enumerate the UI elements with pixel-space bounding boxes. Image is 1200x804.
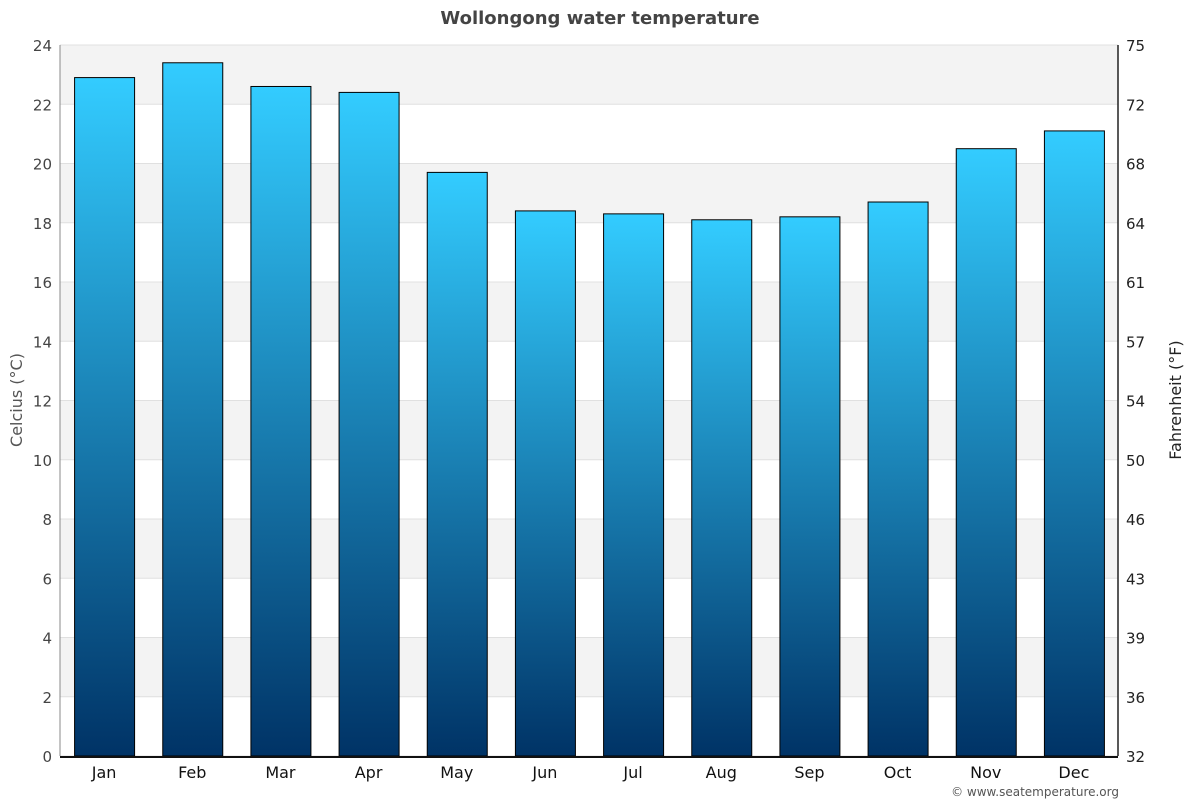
- grid-band: [60, 637, 1118, 697]
- y-tick-label-left: 0: [42, 748, 52, 766]
- y-tick-label-right: 75: [1126, 37, 1145, 55]
- y-tick-label-left: 10: [33, 452, 52, 470]
- bar-jun: [514, 210, 576, 757]
- x-tick-label: Jul: [622, 763, 642, 782]
- x-tick-label: Oct: [884, 763, 912, 782]
- y-tick-label-left: 22: [33, 96, 52, 114]
- x-tick-label: Mar: [265, 763, 296, 782]
- credit-text[interactable]: © www.seatemperature.org: [951, 785, 1119, 799]
- y-tick-label-left: 14: [33, 333, 52, 351]
- y-tick-label-right: 32: [1126, 748, 1145, 766]
- y-tick-label-right: 57: [1126, 333, 1145, 351]
- x-tick-label: Apr: [355, 763, 383, 782]
- y-tick-label-right: 50: [1126, 452, 1145, 470]
- bar-nov: [955, 148, 1017, 757]
- x-tick-label: Aug: [706, 763, 737, 782]
- bar-apr: [338, 91, 400, 757]
- y-tick-label-left: 12: [33, 393, 52, 411]
- grid-band: [60, 282, 1118, 342]
- y-tick-label-right: 46: [1126, 511, 1145, 529]
- chart-title: Wollongong water temperature: [440, 8, 759, 29]
- y-tick-label-left: 20: [33, 156, 52, 174]
- y-tick-label-left: 24: [33, 37, 52, 55]
- grid-band: [60, 163, 1118, 223]
- x-tick-label: Dec: [1058, 763, 1089, 782]
- y-tick-label-left: 6: [42, 570, 52, 588]
- x-tick-label: Jun: [531, 763, 557, 782]
- y-axis-label-left: Celcius (°C): [7, 353, 26, 447]
- y-tick-label-left: 8: [42, 511, 52, 529]
- bar-dec: [1043, 130, 1105, 757]
- x-tick-label: Feb: [178, 763, 206, 782]
- x-tick-label: Nov: [970, 763, 1001, 782]
- y-tick-label-left: 2: [42, 689, 52, 707]
- y-tick-label-right: 43: [1126, 570, 1145, 588]
- y-tick-label-right: 54: [1126, 393, 1145, 411]
- y-tick-label-right: 68: [1126, 156, 1145, 174]
- grid-band: [60, 519, 1118, 579]
- y-tick-label-right: 72: [1126, 96, 1145, 114]
- bar-jan: [74, 77, 136, 757]
- y-tick-label-right: 61: [1126, 274, 1145, 292]
- y-tick-label-right: 39: [1126, 630, 1145, 648]
- y-tick-label-left: 18: [33, 215, 52, 233]
- bar-may: [426, 171, 488, 757]
- x-tick-label: Jan: [91, 763, 117, 782]
- bar-oct: [867, 201, 929, 757]
- bar-jul: [603, 213, 665, 757]
- y-tick-label-left: 16: [33, 274, 52, 292]
- grid-band: [60, 45, 1118, 105]
- bar-feb: [162, 62, 224, 757]
- y-tick-label-right: 36: [1126, 689, 1145, 707]
- y-axis-label-right: Fahrenheit (°F): [1166, 340, 1185, 459]
- y-tick-label-right: 64: [1126, 215, 1145, 233]
- x-tick-label: Sep: [794, 763, 824, 782]
- bar-aug: [691, 219, 753, 757]
- bar-mar: [250, 85, 312, 757]
- x-tick-label: May: [440, 763, 473, 782]
- bar-sep: [779, 216, 841, 757]
- y-tick-label-left: 4: [42, 630, 52, 648]
- grid-band: [60, 400, 1118, 460]
